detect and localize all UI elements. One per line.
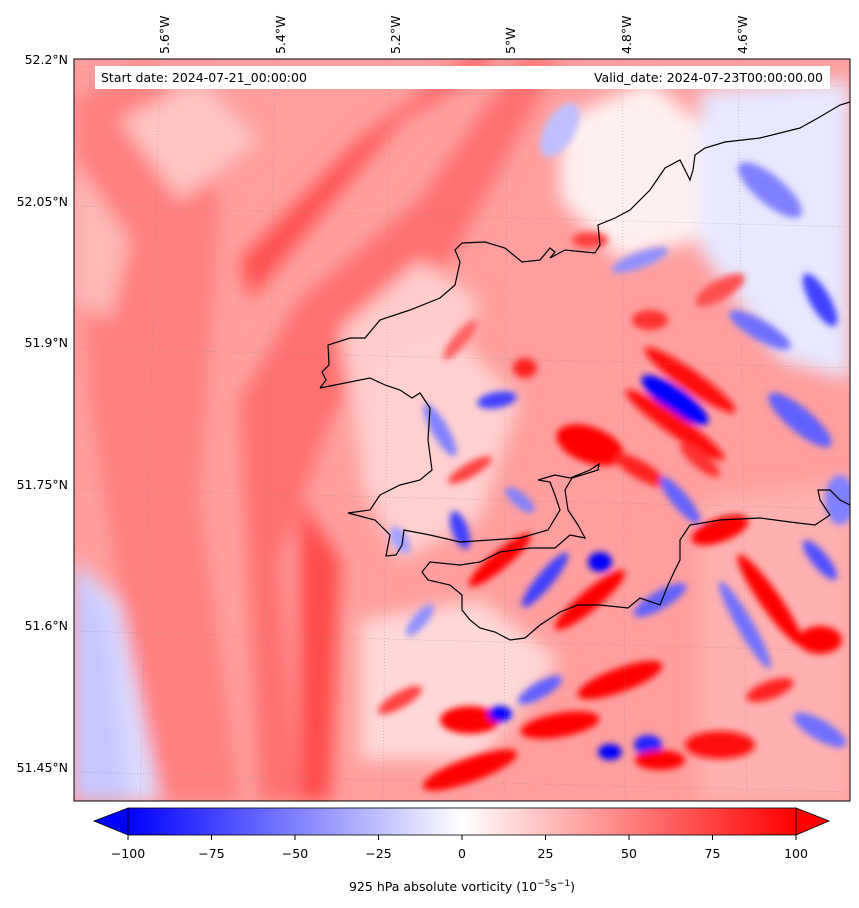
colorbar-tick-label: 50 xyxy=(621,846,637,861)
colorbar-label: 925 hPa absolute vorticity (10−5s−1) xyxy=(349,879,575,894)
colorbar-tick-label: 100 xyxy=(784,846,808,861)
map-frame xyxy=(73,58,851,802)
colorbar-tick: −50 xyxy=(282,835,308,861)
colorbar-tick: −100 xyxy=(111,835,145,861)
colorbar-label-prefix: 925 hPa absolute vorticity (10 xyxy=(349,879,537,894)
colorbar: −100 −75 −50 −25 0 25 50 75 100 925 hPa … xyxy=(92,807,831,894)
lon-label: 5.2°W xyxy=(388,16,403,55)
colorbar-label-suffix: ) xyxy=(570,879,575,894)
coastline xyxy=(319,101,850,641)
lon-label: 5°W xyxy=(503,27,518,54)
lon-label: 4.8°W xyxy=(619,16,634,55)
colorbar-tick-label: 75 xyxy=(705,846,721,861)
start-date-label: Start date: 2024-07-21_00:00:00 xyxy=(101,70,307,85)
lat-label: 51.45°N xyxy=(17,760,68,775)
lon-label: 5.4°W xyxy=(273,16,288,55)
lat-label: 51.6°N xyxy=(25,618,68,633)
lat-label: 51.9°N xyxy=(25,335,68,350)
colorbar-gradient xyxy=(127,807,797,836)
lat-labels: 52.2°N 52.05°N 51.9°N 51.75°N 51.6°N 51.… xyxy=(17,52,68,775)
colorbar-tick: 0 xyxy=(458,835,466,861)
colorbar-tick-label: −75 xyxy=(198,846,224,861)
colorbar-tick-label: 25 xyxy=(538,846,554,861)
lon-label: 4.6°W xyxy=(735,16,750,55)
header-box xyxy=(95,66,830,89)
lat-label: 52.2°N xyxy=(25,52,68,67)
colorbar-tick: −75 xyxy=(198,835,225,861)
colorbar-ticks: −100 −75 −50 −25 0 25 50 75 100 xyxy=(111,835,808,861)
lat-label: 51.75°N xyxy=(17,477,68,492)
lon-labels: 5.6°W 5.4°W 5.2°W 5°W 4.8°W 4.6°W xyxy=(157,16,750,55)
valid-date-label: Valid_date: 2024-07-23T00:00:00.00 xyxy=(594,70,823,85)
lon-label: 5.6°W xyxy=(157,16,172,55)
colorbar-tick: 50 xyxy=(621,835,637,861)
colorbar-high-extend xyxy=(795,807,831,836)
colorbar-low-extend xyxy=(92,807,129,836)
colorbar-tick: 75 xyxy=(705,835,721,861)
colorbar-label-mid: s xyxy=(550,879,557,894)
colorbar-tick-label: −25 xyxy=(365,846,391,861)
map-panel: Start date: 2024-07-21_00:00:00 Valid_da… xyxy=(17,16,851,802)
vorticity-field xyxy=(74,59,850,801)
colorbar-tick-label: 0 xyxy=(458,846,466,861)
colorbar-tick: −25 xyxy=(365,835,392,861)
colorbar-tick-label: −100 xyxy=(111,846,145,861)
lat-label: 52.05°N xyxy=(17,194,68,209)
colorbar-tick: 100 xyxy=(784,835,808,861)
colorbar-tick: 25 xyxy=(538,835,554,861)
colorbar-label-exp1: −5 xyxy=(537,879,550,889)
colorbar-tick-label: −50 xyxy=(282,846,308,861)
colorbar-label-exp2: −1 xyxy=(557,879,570,889)
